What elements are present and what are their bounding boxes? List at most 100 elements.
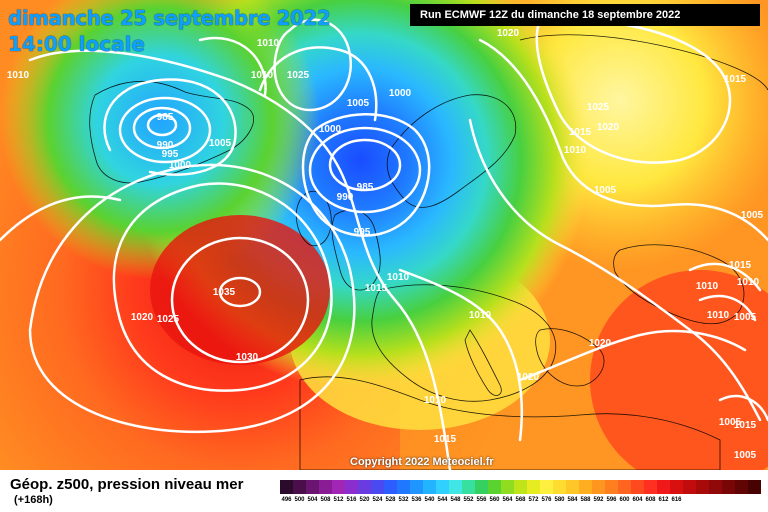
pressure-label: 1020 (131, 312, 154, 323)
color-swatch (449, 480, 462, 494)
pressure-label: 1015 (734, 420, 757, 431)
color-swatch (722, 480, 735, 494)
color-swatch (631, 480, 644, 494)
color-swatch (436, 480, 449, 494)
pressure-label: 995 (354, 227, 371, 238)
color-swatch (683, 480, 696, 494)
color-swatch (397, 480, 410, 494)
color-swatch (280, 480, 293, 494)
pressure-label: 1010 (387, 272, 410, 283)
pressure-label: 1000 (169, 160, 192, 171)
scale-tick-label: 516 (346, 497, 357, 503)
pressure-label: 1000 (319, 124, 342, 135)
pressure-label: 1010 (707, 310, 730, 321)
pressure-label: 1025 (287, 70, 310, 81)
pressure-label: 1005 (741, 210, 764, 221)
pressure-label: 1010 (257, 38, 280, 49)
pressure-label: 1005 (734, 312, 757, 323)
color-swatch (488, 480, 501, 494)
pressure-label: 1010 (424, 395, 447, 406)
scale-tick-label: 576 (541, 497, 552, 503)
legend-title: Géop. z500, pression niveau mer (10, 476, 244, 493)
scale-tick-label: 552 (463, 497, 474, 503)
color-swatch (358, 480, 371, 494)
scale-tick-label: 540 (424, 497, 435, 503)
scale-tick-label: 568 (515, 497, 526, 503)
pressure-label: 990 (337, 192, 354, 203)
run-info: Run ECMWF 12Z du dimanche 18 septembre 2… (410, 4, 760, 26)
map-date: dimanche 25 septembre 2022 (8, 6, 331, 30)
copyright: Copyright 2022 Meteociel.fr (350, 456, 494, 468)
color-swatch (371, 480, 384, 494)
scale-tick-label: 592 (593, 497, 604, 503)
scale-tick-label: 556 (476, 497, 487, 503)
scale-tick-label: 528 (385, 497, 396, 503)
color-swatch (657, 480, 670, 494)
scale-tick-label: 580 (554, 497, 565, 503)
color-swatch (735, 480, 748, 494)
pressure-label: 985 (157, 112, 174, 123)
pressure-label: 1015 (724, 74, 747, 85)
scale-tick-label: 524 (372, 497, 383, 503)
color-swatch (540, 480, 553, 494)
color-swatch (605, 480, 618, 494)
pressure-label: 1035 (213, 287, 236, 298)
color-swatch (644, 480, 657, 494)
color-swatch (709, 480, 722, 494)
color-swatch (592, 480, 605, 494)
color-swatch (579, 480, 592, 494)
scale-tick-label: 608 (645, 497, 656, 503)
color-swatch (384, 480, 397, 494)
pressure-label: 1015 (569, 127, 592, 138)
scale-tick-label: 532 (398, 497, 409, 503)
legend-bar: Géop. z500, pression niveau mer (+168h) … (0, 470, 768, 512)
color-swatch (670, 480, 683, 494)
color-swatch (696, 480, 709, 494)
color-swatch (527, 480, 540, 494)
pressure-label: 1025 (157, 314, 180, 325)
color-swatch (410, 480, 423, 494)
pressure-label: 1020 (517, 372, 540, 383)
scale-tick-label: 508 (320, 497, 331, 503)
scale-tick-label: 560 (489, 497, 500, 503)
color-swatch (332, 480, 345, 494)
pressure-label: 1015 (434, 434, 457, 445)
scale-tick-label: 572 (528, 497, 539, 503)
color-swatch (306, 480, 319, 494)
color-swatch (618, 480, 631, 494)
color-swatch (514, 480, 527, 494)
pressure-label: 1015 (365, 283, 388, 294)
scale-tick-label: 588 (580, 497, 591, 503)
scale-tick-label: 496 (281, 497, 292, 503)
color-swatch (293, 480, 306, 494)
color-swatch (423, 480, 436, 494)
pressure-label: 1020 (589, 338, 612, 349)
color-swatch (501, 480, 514, 494)
pressure-label: 1020 (497, 28, 520, 39)
scale-tick-label: 512 (333, 497, 344, 503)
scale-tick-label: 612 (658, 497, 669, 503)
scale-tick-label: 544 (437, 497, 448, 503)
pressure-label: 1000 (389, 88, 412, 99)
scale-tick-label: 564 (502, 497, 513, 503)
scale-tick-label: 500 (294, 497, 305, 503)
scale-tick-label: 520 (359, 497, 370, 503)
pressure-label: 995 (162, 149, 179, 160)
color-swatch (553, 480, 566, 494)
pressure-label: 1005 (347, 98, 370, 109)
pressure-label: 985 (357, 182, 374, 193)
pressure-label: 1005 (209, 138, 232, 149)
scale-tick-label: 536 (411, 497, 422, 503)
color-swatch (319, 480, 332, 494)
west-low-field (0, 0, 768, 470)
pressure-label: 1025 (587, 102, 610, 113)
color-swatch (748, 480, 761, 494)
pressure-label: 1010 (737, 277, 760, 288)
color-swatch (462, 480, 475, 494)
pressure-label: 1010 (251, 70, 274, 81)
color-swatch (566, 480, 579, 494)
scale-tick-label: 616 (671, 497, 682, 503)
coastlines (89, 34, 768, 470)
